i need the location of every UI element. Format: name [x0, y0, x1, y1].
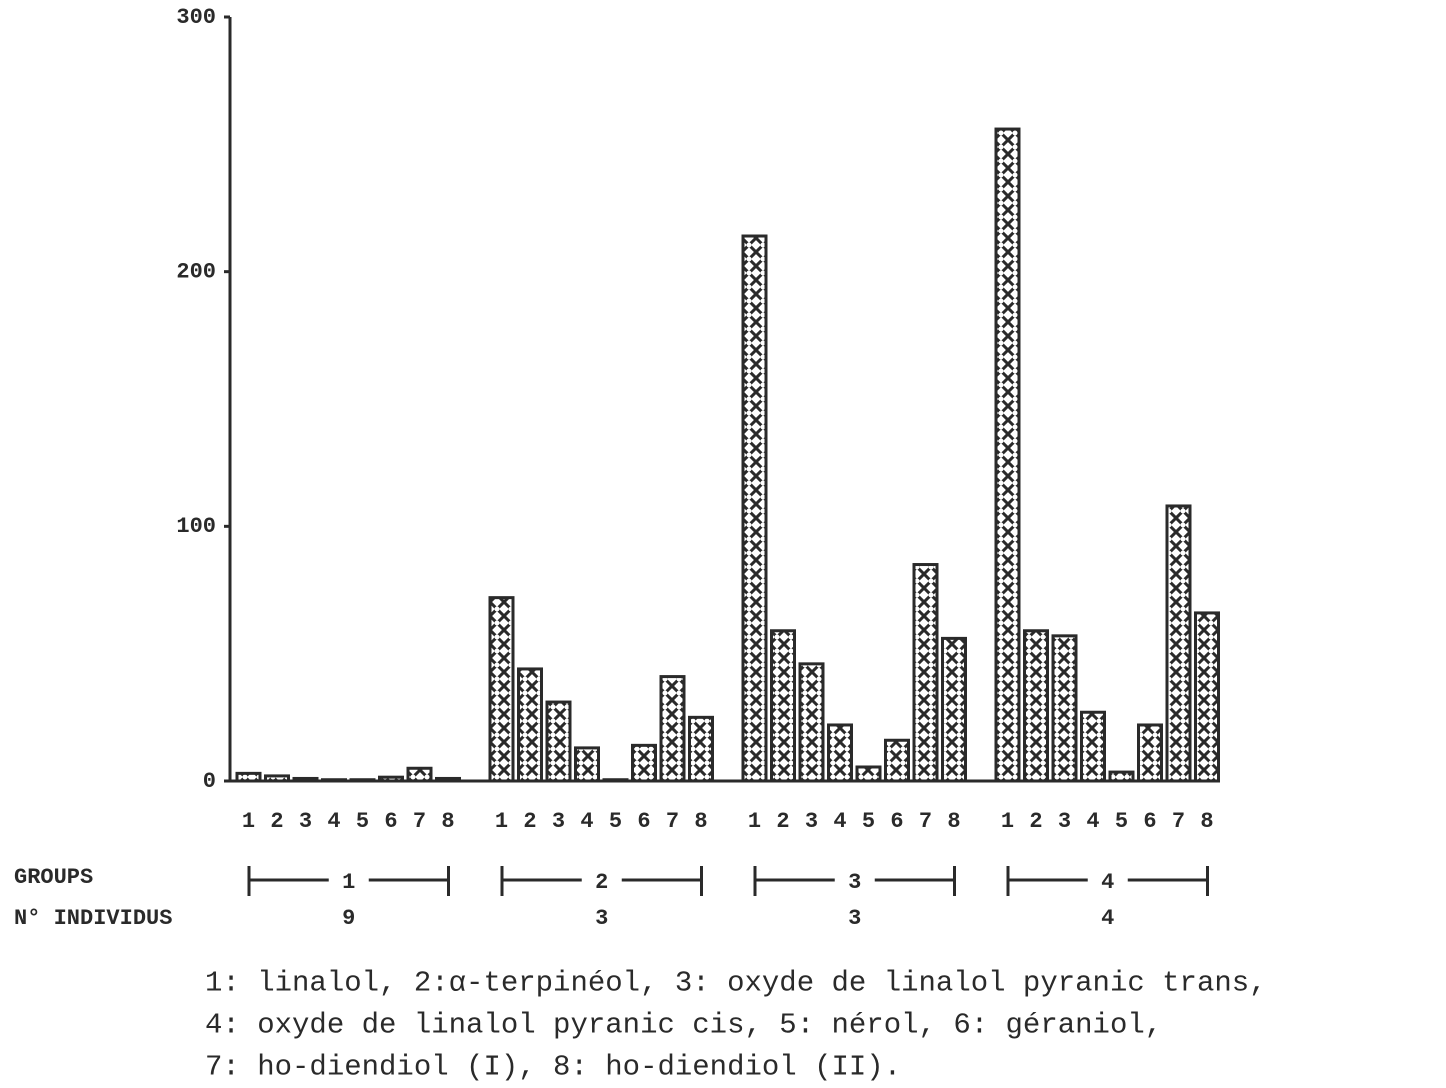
x-tick-label: 8 [1200, 809, 1213, 834]
x-tick-label: 1 [748, 809, 761, 834]
x-tick-label: 3 [299, 809, 312, 834]
group-label: 2 [595, 870, 608, 895]
legend-line: 1: linalol, 2:α-terpinéol, 3: oxyde de l… [205, 967, 1267, 1000]
bar [380, 777, 403, 781]
y-tick-label: 300 [176, 5, 216, 30]
x-tick-label: 3 [1058, 809, 1071, 834]
bar [237, 773, 260, 781]
x-tick-label: 4 [327, 809, 340, 834]
x-tick-label: 8 [947, 809, 960, 834]
group-label: 1 [342, 870, 355, 895]
bar [1025, 631, 1048, 781]
bar [547, 702, 570, 781]
bar [690, 717, 713, 781]
bar [576, 748, 599, 781]
bar [772, 631, 795, 781]
x-tick-label: 7 [919, 809, 932, 834]
group-individuals: 4 [1101, 906, 1114, 931]
bar [351, 780, 374, 781]
bar [519, 669, 542, 781]
bar [323, 780, 346, 781]
row-label: N° INDIVIDUS [14, 906, 172, 931]
x-tick-label: 2 [776, 809, 789, 834]
group-label: 3 [848, 870, 861, 895]
x-tick-label: 2 [270, 809, 283, 834]
bar [661, 677, 684, 781]
bar [743, 236, 766, 781]
x-tick-label: 5 [609, 809, 622, 834]
group-individuals: 3 [595, 906, 608, 931]
bar [1167, 506, 1190, 781]
bar [437, 778, 460, 781]
x-tick-label: 4 [1086, 809, 1099, 834]
x-tick-label: 3 [552, 809, 565, 834]
x-tick-label: 7 [666, 809, 679, 834]
bar [996, 129, 1019, 781]
bar [943, 638, 966, 781]
x-tick-label: 7 [413, 809, 426, 834]
bar [1053, 636, 1076, 781]
x-tick-label: 2 [1029, 809, 1042, 834]
bar [914, 565, 937, 781]
x-tick-label: 3 [805, 809, 818, 834]
x-tick-label: 2 [523, 809, 536, 834]
y-tick-label: 0 [203, 769, 216, 794]
bar [800, 664, 823, 781]
bar [294, 778, 317, 781]
bar [604, 780, 627, 781]
x-tick-label: 6 [384, 809, 397, 834]
x-tick-label: 7 [1172, 809, 1185, 834]
x-tick-label: 1 [242, 809, 255, 834]
bar [266, 776, 289, 781]
x-tick-label: 1 [1001, 809, 1014, 834]
group-individuals: 3 [848, 906, 861, 931]
group-individuals: 9 [342, 906, 355, 931]
legend-line: 7: ho-diendiol (I), 8: ho-diendiol (II). [205, 1051, 901, 1084]
group-label: 4 [1101, 870, 1114, 895]
x-tick-label: 6 [1143, 809, 1156, 834]
y-tick-label: 100 [176, 514, 216, 539]
chart: GROUPS N° INDIVIDUS 1: linalol, 2:α-terp… [0, 0, 1446, 1088]
x-tick-label: 6 [890, 809, 903, 834]
bar [633, 745, 656, 781]
bar [1082, 712, 1105, 781]
page: GROUPS N° INDIVIDUS 1: linalol, 2:α-terp… [0, 0, 1446, 1088]
bar [408, 768, 431, 781]
x-tick-label: 1 [495, 809, 508, 834]
bar [857, 767, 880, 781]
row-label: GROUPS [14, 865, 93, 890]
x-tick-label: 8 [694, 809, 707, 834]
bar [1139, 725, 1162, 781]
legend-line: 4: oxyde de linalol pyranic cis, 5: néro… [205, 1009, 1162, 1042]
x-tick-label: 5 [356, 809, 369, 834]
bar [829, 725, 852, 781]
x-tick-label: 5 [1115, 809, 1128, 834]
bar [1110, 772, 1133, 781]
bar [490, 598, 513, 781]
bar [1196, 613, 1219, 781]
x-tick-label: 6 [637, 809, 650, 834]
x-tick-label: 4 [580, 809, 593, 834]
x-tick-label: 4 [833, 809, 846, 834]
bar [886, 740, 909, 781]
x-tick-label: 5 [862, 809, 875, 834]
x-tick-label: 8 [441, 809, 454, 834]
y-tick-label: 200 [176, 259, 216, 284]
